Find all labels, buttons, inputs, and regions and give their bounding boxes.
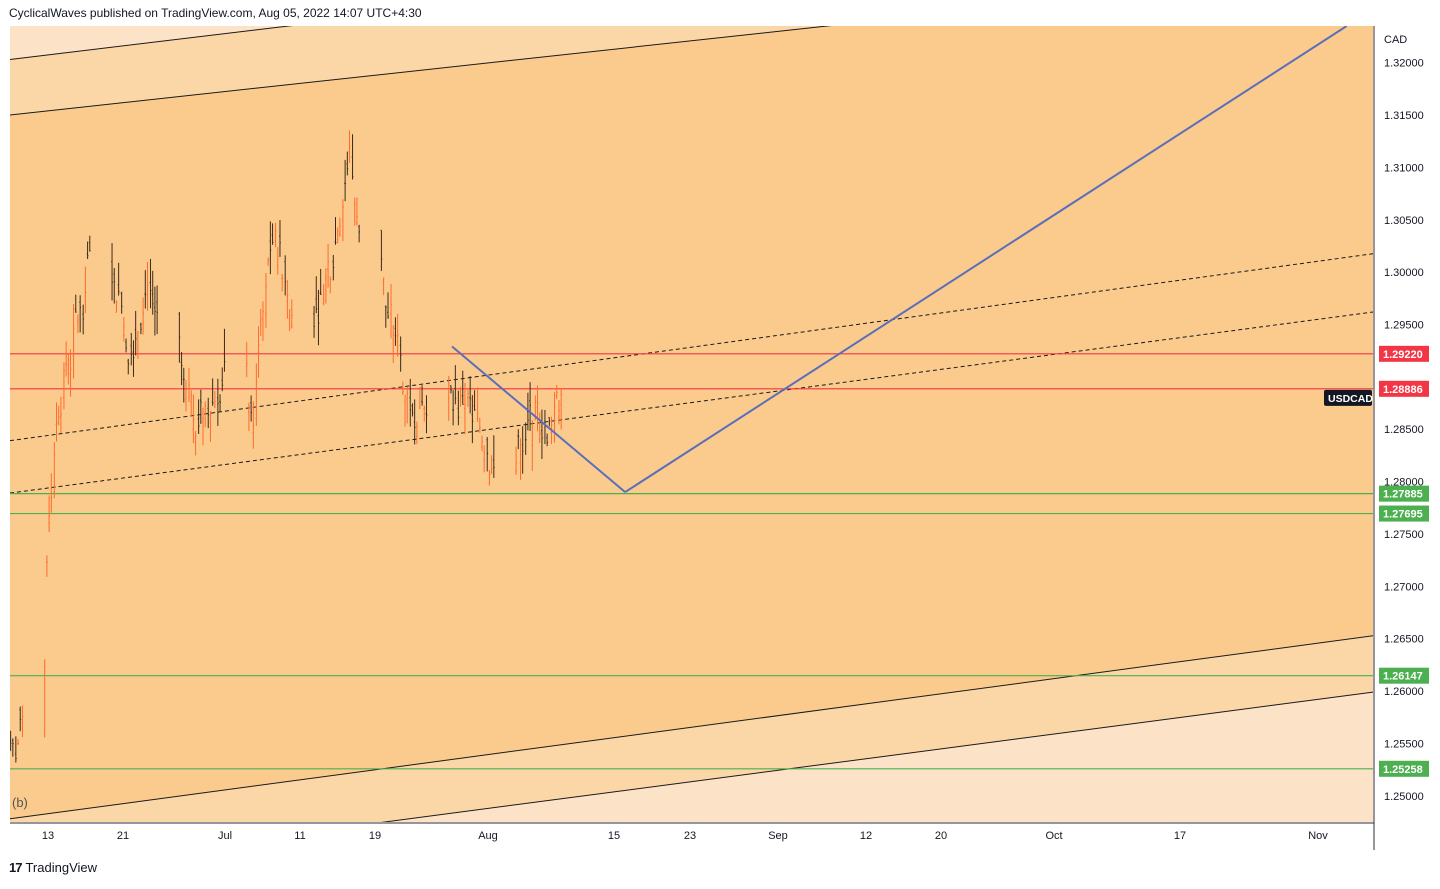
symbol-tag xyxy=(1324,389,1372,406)
y-tick-label: 1.27000 xyxy=(1384,581,1424,593)
channel-line-3 xyxy=(10,635,1373,820)
x-tick-label: Aug xyxy=(478,830,498,842)
channel-line-2 xyxy=(10,26,832,116)
price-level-tag-label: 1.28886 xyxy=(1383,384,1423,396)
x-tick-label: 21 xyxy=(117,830,129,842)
wave-label-b: (b) xyxy=(12,795,28,810)
price-level-tag-label: 1.27695 xyxy=(1383,509,1423,521)
x-tick-label: 12 xyxy=(860,830,872,842)
y-tick-label: 1.32000 xyxy=(1384,58,1424,70)
x-tick-label: 15 xyxy=(608,830,620,842)
price-level-tag-label: 1.26147 xyxy=(1383,671,1423,683)
channel-line-6 xyxy=(10,311,1373,494)
price-level-tag-label: 1.29220 xyxy=(1383,349,1423,361)
projection-line-2 xyxy=(624,26,1348,493)
lower-channel-band xyxy=(10,635,1373,822)
x-tick-label: Oct xyxy=(1045,830,1062,842)
channel-line-4 xyxy=(380,691,1373,822)
channel-line-1 xyxy=(10,26,293,60)
tradingview-brand: TradingView xyxy=(25,859,98,875)
x-tick-label: 19 xyxy=(369,830,381,842)
price-level-tag xyxy=(1379,345,1429,362)
price-level-tag xyxy=(1379,760,1429,777)
y-tick-label: 1.31500 xyxy=(1384,110,1424,122)
y-tick-label: 1.25500 xyxy=(1384,738,1424,750)
y-tick-label: 1.30500 xyxy=(1384,215,1424,227)
tradingview-footer[interactable]: 17 TradingView xyxy=(9,858,97,876)
plot-area: (b) xyxy=(10,26,1373,822)
currency-label: CAD xyxy=(1384,34,1407,46)
y-tick-label: 1.29500 xyxy=(1384,320,1424,332)
x-tick-label: 17 xyxy=(1174,830,1186,842)
price-level-tag xyxy=(1379,485,1429,502)
x-tick-label: Sep xyxy=(768,830,788,842)
y-tick-label: 1.28000 xyxy=(1384,477,1424,489)
y-tick-label: 1.25000 xyxy=(1384,791,1424,803)
price-level-tag xyxy=(1379,380,1429,397)
price-level-tag-label: 1.25258 xyxy=(1383,764,1423,776)
x-tick-label: Nov xyxy=(1308,830,1328,842)
x-tick-label: 20 xyxy=(935,830,947,842)
publish-attribution: CyclicalWaves published on TradingView.c… xyxy=(9,6,422,20)
price-level-tag xyxy=(1379,667,1429,684)
channel-line-5 xyxy=(10,253,1373,442)
price-level-tag xyxy=(1379,505,1429,522)
price-level-tag-label: 1.27885 xyxy=(1383,489,1423,501)
x-tick-label: Jul xyxy=(218,830,232,842)
y-tick-label: 1.27500 xyxy=(1384,529,1424,541)
y-tick-label: 1.26000 xyxy=(1384,686,1424,698)
x-tick-label: 23 xyxy=(684,830,696,842)
y-tick-label: 1.26500 xyxy=(1384,634,1424,646)
main-channel-band xyxy=(10,26,1373,819)
symbol-tag-label: USDCAD xyxy=(1328,393,1373,405)
tradingview-logo-icon: 17 xyxy=(9,859,23,875)
x-tick-label: 11 xyxy=(294,830,305,842)
y-tick-label: 1.28500 xyxy=(1384,424,1424,436)
y-tick-label: 1.31000 xyxy=(1384,162,1424,174)
y-tick-label: 1.30000 xyxy=(1384,267,1424,279)
x-tick-label: 13 xyxy=(42,830,54,842)
projection-line-1 xyxy=(451,345,626,493)
